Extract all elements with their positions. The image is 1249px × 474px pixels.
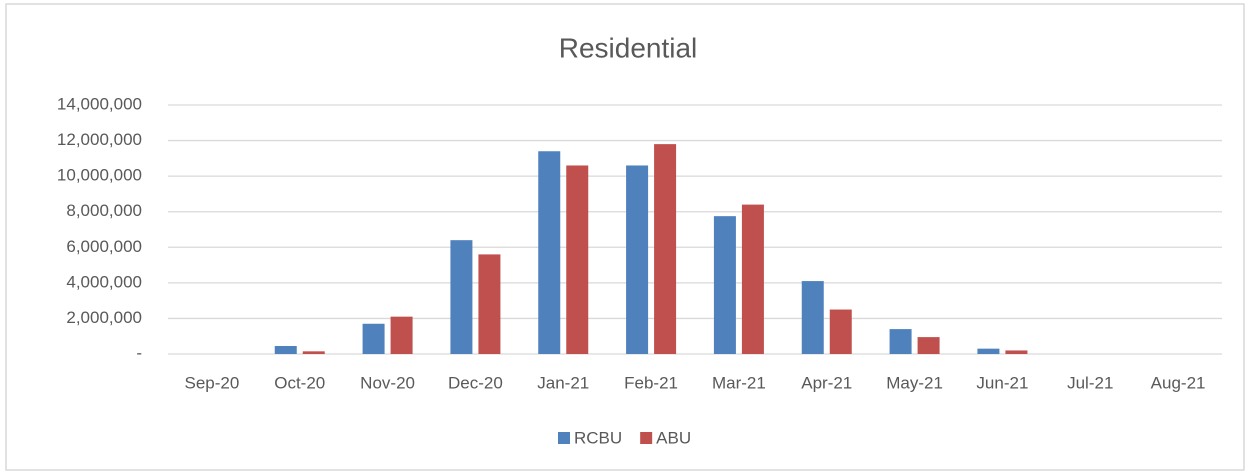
bar [829,309,852,354]
bar [917,337,940,354]
y-tick-label: 4,000,000 [66,272,142,291]
legend-label: RCBU [574,428,622,447]
bar [889,329,912,354]
x-tick-label: Mar-21 [712,373,766,392]
bar [801,281,824,354]
bar [654,144,677,354]
x-tick-label: Jun-21 [976,373,1028,392]
y-tick-label: - [136,343,142,362]
legend-swatch [640,432,653,444]
x-tick-label: May-21 [886,373,943,392]
x-tick-label: Nov-20 [360,373,415,392]
bar [713,216,736,354]
chart-border [5,3,1245,471]
y-tick-label: 10,000,000 [57,166,142,185]
bar [478,254,501,354]
bar [390,316,413,354]
x-tick-label: Oct-20 [274,373,325,392]
y-tick-label: 6,000,000 [66,237,142,256]
bar [977,348,1000,354]
x-tick-label: Aug-21 [1151,373,1206,392]
bar [450,240,473,354]
y-tick-label: 2,000,000 [66,308,142,327]
bar [741,204,764,354]
x-tick-label: Sep-20 [185,373,240,392]
bar [362,323,385,354]
x-tick-label: Dec-20 [448,373,503,392]
bar [302,351,325,354]
bar [538,151,561,354]
y-tick-label: 14,000,000 [57,94,142,113]
bar [274,345,297,354]
bar [1005,350,1028,354]
bar [566,165,589,354]
x-tick-label: Jan-21 [537,373,589,392]
legend-swatch [558,432,570,444]
legend-label: ABU [656,428,691,447]
x-tick-label: Apr-21 [801,373,852,392]
bar [626,165,649,354]
y-tick-label: 8,000,000 [66,201,142,220]
x-tick-label: Jul-21 [1067,373,1113,392]
chart-title: Residential [559,32,698,63]
y-tick-label: 12,000,000 [57,130,142,149]
x-tick-label: Feb-21 [624,373,678,392]
